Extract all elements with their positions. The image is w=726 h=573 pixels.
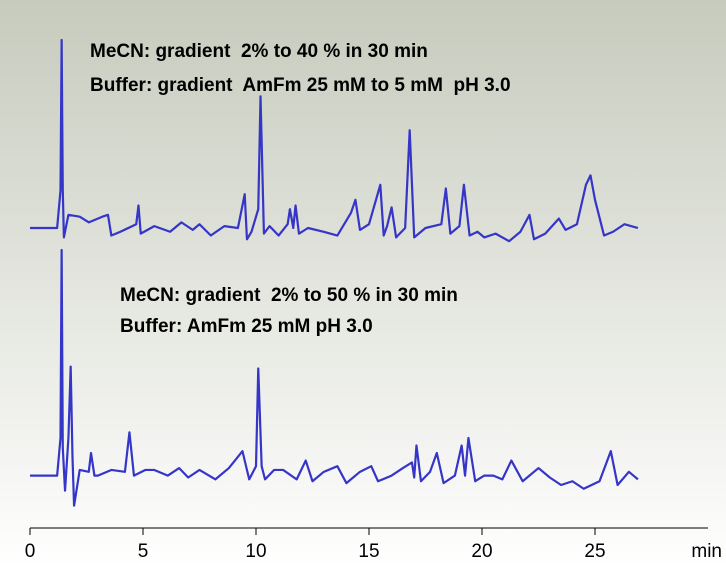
annotation: MeCN: gradient 2% to 50 % in 30 min	[120, 285, 458, 306]
annotation: MeCN: gradient 2% to 40 % in 30 min	[90, 41, 428, 62]
x-tick-label: 20	[471, 541, 492, 562]
x-axis-label: min	[691, 541, 722, 562]
x-tick-label: 25	[584, 541, 605, 562]
annotation: Buffer: gradient AmFm 25 mM to 5 mM pH 3…	[90, 75, 511, 96]
x-tick-label: 15	[358, 541, 379, 562]
trace	[30, 38, 639, 243]
annotation: Buffer: AmFm 25 mM pH 3.0	[120, 316, 373, 337]
x-tick-label: 5	[138, 541, 149, 562]
x-tick-label: 10	[245, 541, 266, 562]
trace	[30, 248, 639, 507]
x-tick-label: 0	[25, 541, 36, 562]
